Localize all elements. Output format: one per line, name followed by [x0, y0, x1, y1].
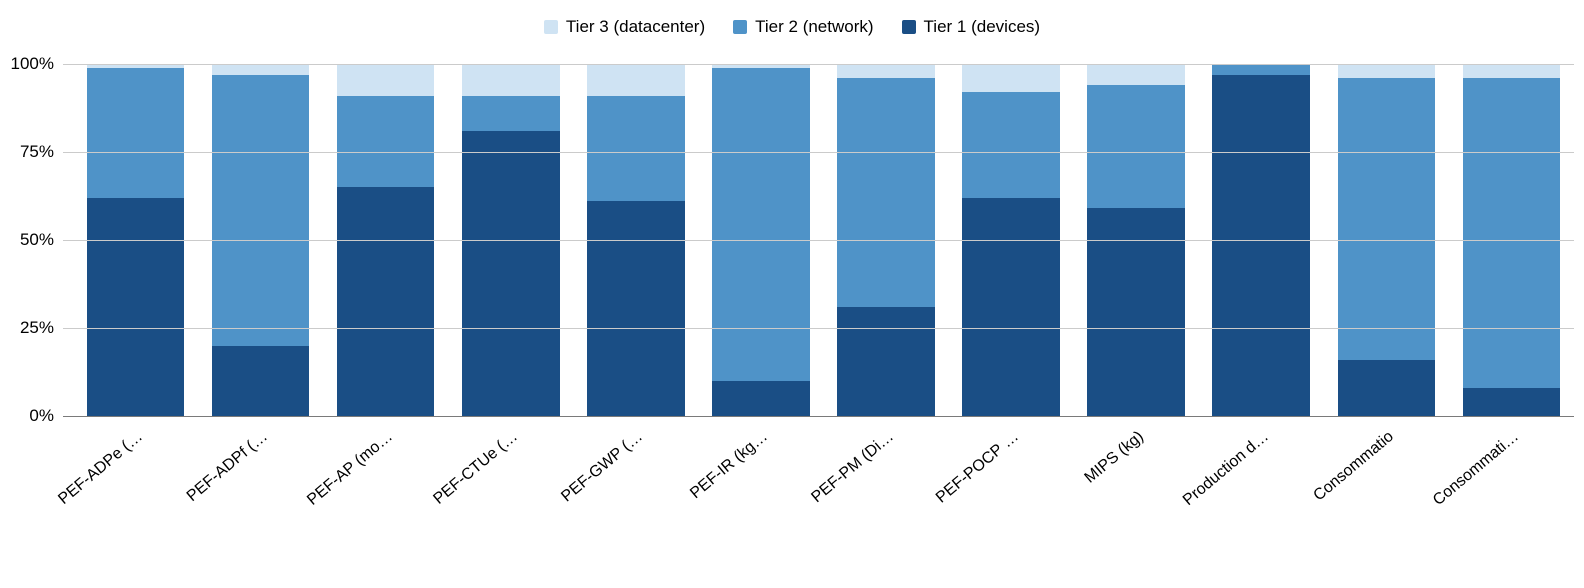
bar-segment-tier3 [1087, 64, 1185, 85]
x-tick: Consommatio [1324, 416, 1449, 546]
bar-segment-tier2 [462, 96, 560, 131]
x-tick-label: PEF-ADPf (… [183, 428, 271, 506]
y-tick-label: 100% [11, 54, 54, 74]
bar-segment-tier1 [587, 201, 685, 416]
y-tick-label: 25% [20, 318, 54, 338]
bar-segment-tier2 [212, 75, 310, 346]
plot [62, 64, 1574, 416]
bar-segment-tier3 [587, 64, 685, 96]
gridline [63, 240, 1574, 241]
gridline [63, 64, 1574, 65]
x-tick: PEF-ADPf (… [197, 416, 322, 546]
x-tick: MIPS (kg) [1073, 416, 1198, 546]
x-tick: PEF-CTUe (… [448, 416, 573, 546]
x-tick: PEF-POCP … [948, 416, 1073, 546]
x-tick-label: PEF-GWP (… [559, 428, 647, 506]
bar-segment-tier2 [587, 96, 685, 202]
legend-label-tier2: Tier 2 (network) [755, 17, 873, 37]
bar-segment-tier3 [1338, 64, 1436, 78]
legend-swatch-tier1 [902, 20, 916, 34]
legend-label-tier1: Tier 1 (devices) [924, 17, 1041, 37]
legend-item-tier2: Tier 2 (network) [733, 17, 873, 37]
legend-item-tier3: Tier 3 (datacenter) [544, 17, 705, 37]
bar-segment-tier1 [87, 198, 185, 416]
bar-segment-tier1 [212, 346, 310, 416]
x-tick: PEF-PM (Di… [823, 416, 948, 546]
bar-segment-tier2 [1338, 78, 1436, 360]
bar-segment-tier3 [337, 64, 435, 96]
bar-segment-tier1 [1463, 388, 1561, 416]
x-tick-label: MIPS (kg) [1081, 428, 1147, 488]
bar-segment-tier3 [212, 64, 310, 75]
x-tick: PEF-ADPe (… [72, 416, 197, 546]
gridline [63, 328, 1574, 329]
y-tick-label: 75% [20, 142, 54, 162]
spacer [0, 54, 1584, 64]
bar-segment-tier2 [837, 78, 935, 307]
bar-segment-tier2 [337, 96, 435, 188]
bar-segment-tier1 [462, 131, 560, 416]
x-tick: Consommati… [1449, 416, 1574, 546]
legend-label-tier3: Tier 3 (datacenter) [566, 17, 705, 37]
y-tick-label: 50% [20, 230, 54, 250]
x-tick-label: Consommatio [1311, 428, 1398, 505]
bar-segment-tier2 [87, 68, 185, 198]
x-tick: Production d… [1199, 416, 1324, 546]
bar-segment-tier1 [1212, 75, 1310, 416]
bar-segment-tier3 [962, 64, 1060, 92]
bar-segment-tier1 [962, 198, 1060, 416]
bar-segment-tier3 [462, 64, 560, 96]
y-axis: 0%25%50%75%100% [0, 64, 62, 416]
bar-segment-tier3 [837, 64, 935, 78]
bar-segment-tier2 [1463, 78, 1561, 388]
x-tick: PEF-IR (kg… [698, 416, 823, 546]
bar-segment-tier1 [1338, 360, 1436, 416]
x-axis: PEF-ADPe (…PEF-ADPf (…PEF-AP (mo…PEF-CTU… [62, 416, 1574, 546]
bar-segment-tier1 [837, 307, 935, 416]
legend-item-tier1: Tier 1 (devices) [902, 17, 1041, 37]
bar-segment-tier3 [1463, 64, 1561, 78]
x-tick: PEF-GWP (… [573, 416, 698, 546]
chart-legend: Tier 3 (datacenter) Tier 2 (network) Tier … [0, 0, 1584, 54]
plot-area: 0%25%50%75%100% [0, 64, 1584, 416]
y-tick-label: 0% [29, 406, 54, 426]
bar-segment-tier2 [1087, 85, 1185, 208]
x-tick-label: PEF-IR (kg… [688, 428, 772, 503]
stacked-bar-chart: Tier 3 (datacenter) Tier 2 (network) Tier … [0, 0, 1584, 588]
bar-segment-tier1 [337, 187, 435, 416]
legend-swatch-tier2 [733, 20, 747, 34]
bar-segment-tier2 [1212, 64, 1310, 75]
gridline [63, 152, 1574, 153]
bar-segment-tier1 [712, 381, 810, 416]
bar-segment-tier2 [712, 68, 810, 381]
bar-segment-tier2 [962, 92, 1060, 198]
legend-swatch-tier3 [544, 20, 558, 34]
x-tick-label: PEF-ADPe (… [55, 428, 146, 509]
x-tick: PEF-AP (mo… [322, 416, 447, 546]
